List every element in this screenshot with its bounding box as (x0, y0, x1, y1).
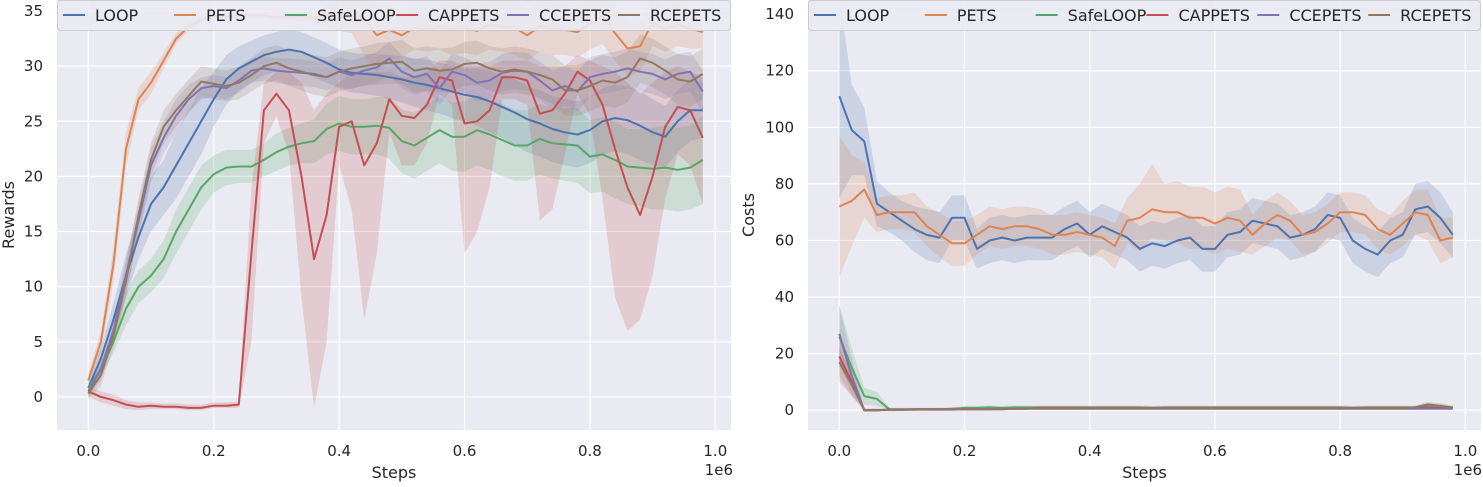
y-tick-label: 5 (33, 333, 43, 351)
band-safeloop (88, 94, 703, 394)
y-tick-label: 25 (24, 112, 43, 130)
y-tick-label: 0 (784, 401, 794, 419)
x-tick-label: 1.0 (1453, 442, 1477, 460)
series-line-safeloop (87, 122, 704, 389)
legend-label-cappets: CAPPETS (1179, 6, 1250, 25)
x-tick-label: 0.2 (202, 442, 226, 460)
series-line-rcepets (87, 57, 704, 395)
y-tick-label: 0 (33, 388, 43, 406)
x-tick-label: 0.2 (953, 442, 977, 460)
y-tick-label: 100 (765, 118, 794, 136)
series-line-pets (838, 188, 1454, 248)
x-tick-label: 0.6 (453, 442, 477, 460)
x-tick-label: 0.4 (327, 442, 351, 460)
rewards-chart: 0 5 10 15 20 25 30 35 0.0 0.2 0.4 0.6 0.8 1.0 Steps Rew… (0, 0, 733, 482)
y-tick-label: 80 (775, 175, 794, 193)
x-tick-label: 0.8 (578, 442, 602, 460)
x-offset-label: 1e6 (1454, 461, 1482, 479)
y-tick-label: 30 (24, 57, 43, 75)
legend-label-cappets: CAPPETS (428, 6, 499, 25)
legend-label-ccepets: CCEPETS (539, 6, 611, 25)
y-tick-label: 15 (24, 223, 43, 241)
y-axis-label: Rewards (0, 181, 18, 249)
legend-label-loop: LOOP (95, 6, 139, 25)
series-line-loop (838, 95, 1454, 256)
x-tick-label: 0.4 (1078, 442, 1102, 460)
legend-label-rcepets: RCEPETS (650, 6, 721, 25)
legend-label-pets: PETS (957, 6, 997, 25)
y-tick-label: 120 (765, 62, 794, 80)
band-pets (839, 135, 1453, 278)
legend-label-ccepets: CCEPETS (1289, 6, 1361, 25)
x-axis-label: Steps (1122, 463, 1167, 482)
legend-label-loop: LOOP (846, 6, 890, 25)
legend-label-safeloop: SafeLOOP (1068, 6, 1147, 25)
legend-label-safeloop: SafeLOOP (317, 6, 396, 25)
band-ccepets (88, 41, 703, 397)
series-line-ccepets (87, 57, 704, 392)
x-tick-label: 0.0 (76, 442, 100, 460)
y-tick-label: 35 (24, 2, 43, 20)
x-tick-label: 0.6 (1203, 442, 1227, 460)
y-axis-label: Costs (739, 193, 758, 237)
y-tick-label: 20 (24, 167, 43, 185)
series-line-rcepets (838, 361, 1453, 412)
band-rcepets (88, 34, 703, 400)
y-tick-label: 20 (775, 345, 794, 363)
y-tick-label: 40 (775, 288, 794, 306)
legend: LOOP PETS SafeLOOP CAPPETS CCEPETS RCEPETS (57, 0, 731, 31)
band-pets (88, 0, 703, 386)
costs-chart: 0 20 40 60 80 100 120 140 0.0 0.2 0.4 0.6 0.8 1.0 Step… (739, 0, 1482, 482)
legend-label-rcepets: RCEPETS (1400, 6, 1471, 25)
band-loop (88, 29, 703, 394)
x-tick-label: 0.0 (827, 442, 851, 460)
legend-label-pets: PETS (206, 6, 246, 25)
legend-frame (57, 0, 731, 31)
band-cappets (88, 55, 703, 411)
legend-frame (808, 0, 1481, 31)
y-tick-label: 10 (24, 278, 43, 296)
x-axis-label: Steps (372, 463, 417, 482)
series-line-loop (87, 48, 703, 389)
y-tick-label: 140 (765, 5, 794, 23)
x-tick-label: 1.0 (703, 442, 727, 460)
x-offset-label: 1e6 (705, 461, 733, 479)
y-tick-label: 60 (775, 231, 794, 249)
x-tick-label: 0.8 (1328, 442, 1352, 460)
legend: LOOP PETS SafeLOOP CAPPETS CCEPETS RCEPETS (808, 0, 1481, 31)
band-loop (839, 0, 1453, 278)
series-line-cappets (87, 70, 704, 409)
